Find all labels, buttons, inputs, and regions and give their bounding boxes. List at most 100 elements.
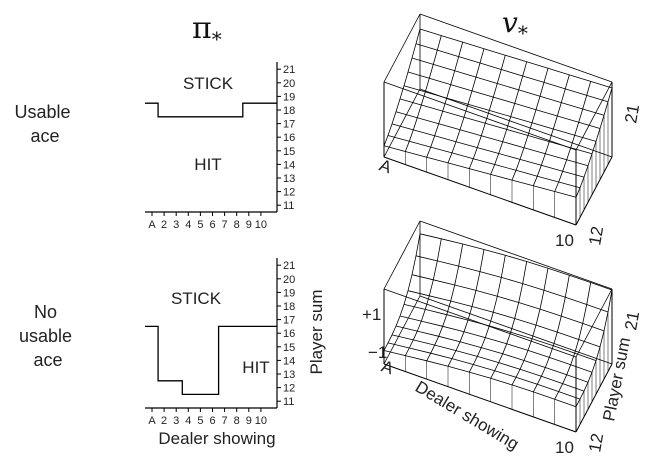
box-edge (419, 295, 613, 365)
surface-box (383, 13, 613, 226)
mesh-line-dealer (490, 261, 528, 379)
box-edge (419, 88, 613, 158)
mesh-line-player (403, 85, 597, 142)
mesh-line-player (399, 98, 593, 155)
dealer-tick-label: 4 (185, 415, 191, 427)
player-sum-tick-label: 21 (283, 64, 295, 76)
mesh-line-player (391, 334, 585, 392)
mesh-line-player (407, 290, 601, 348)
dealer-tick-label: 4 (185, 219, 191, 231)
value-surface-usable-ace: A 10 12 21 (377, 13, 643, 250)
dealer-tick-label: 2 (161, 219, 167, 231)
box-edge (383, 13, 421, 83)
corner-label-player-21: 21 (621, 103, 643, 125)
mesh-line-player (419, 28, 613, 89)
mesh-line-player (395, 325, 589, 383)
mesh-line-player (395, 111, 589, 167)
mesh-line-player (407, 71, 601, 129)
value-header: v* (502, 6, 528, 45)
player-sum-tick-label: 13 (283, 173, 295, 185)
player-sum-tick-label: 15 (283, 146, 295, 158)
mesh-line-player (387, 342, 581, 400)
box-edge (419, 13, 613, 83)
mesh-line-player (411, 57, 605, 116)
value-header-subscript: * (518, 21, 528, 45)
player-sum-tick-label: 11 (283, 396, 294, 408)
mesh-line-player (399, 315, 593, 373)
mesh-line-dealer (404, 238, 442, 356)
mesh-line-dealer (447, 249, 485, 367)
row-label-no-usable-ace: No usable ace (19, 302, 77, 370)
dealer-tick-label: A (148, 415, 156, 427)
dealer-tick-label: 10 (255, 219, 267, 231)
surface-mesh (383, 28, 613, 225)
mesh-line-player (387, 135, 581, 189)
dealer-showing-axis-label: Dealer showing (412, 377, 522, 454)
player-sum-tick-label: 20 (283, 274, 295, 286)
policy-header-subscript: * (212, 27, 222, 51)
surface-box (383, 220, 613, 433)
dealer-tick-label: 10 (255, 415, 267, 427)
player-sum-tick-label: 17 (283, 119, 295, 131)
box-edge (419, 220, 613, 290)
dealer-tick-label: 3 (173, 415, 179, 427)
player-sum-tick-label: 19 (283, 91, 295, 103)
policy-header: π* (192, 11, 222, 51)
mesh-line-player (391, 123, 585, 178)
player-sum-tick-label: 21 (283, 260, 295, 272)
mesh-line-dealer (554, 282, 592, 400)
mesh-line-dealer (575, 289, 613, 407)
player-sum-tick-label: 18 (283, 105, 295, 117)
stick-label: STICK (171, 289, 222, 308)
player-sum-tick-label: 11 (283, 200, 294, 212)
box-edge (383, 220, 421, 290)
hit-label: HIT (242, 358, 269, 377)
player-sum-tick-label: 20 (283, 78, 295, 90)
dealer-tick-label: 8 (234, 219, 240, 231)
mesh-line-dealer (490, 61, 528, 175)
dealer-tick-label: 6 (209, 219, 215, 231)
mesh-line-dealer (383, 233, 421, 351)
player-sum-tick-label: 12 (283, 383, 295, 395)
dealer-tick-label: 8 (234, 415, 240, 427)
box-edge (383, 81, 577, 151)
mesh-line-player (383, 350, 577, 408)
player-sum-tick-label: 12 (283, 187, 295, 199)
dealer-tick-label: 7 (222, 415, 228, 427)
box-edge (383, 156, 577, 226)
mesh-line-player (383, 145, 577, 198)
surface-mesh (383, 233, 613, 432)
corner-label-player-12: 12 (585, 432, 607, 454)
mesh-line-dealer (575, 87, 613, 198)
stick-label: STICK (183, 74, 234, 93)
box-edge (383, 295, 421, 365)
corner-label-dealer-10: 10 (555, 438, 574, 457)
mesh-line-dealer (426, 243, 464, 361)
corner-label-player-21: 21 (621, 310, 643, 332)
dealer-tick-label: 5 (197, 219, 203, 231)
dealer-showing-axis-label: Dealer showing (158, 429, 275, 448)
mesh-line-dealer (447, 48, 485, 164)
dealer-tick-label: 5 (197, 415, 203, 427)
player-sum-tick-label: 14 (283, 355, 295, 367)
mesh-line-dealer (468, 255, 506, 373)
player-sum-axis-label: Player sum (307, 289, 326, 374)
player-sum-tick-label: 13 (283, 369, 295, 381)
policy-boundary (145, 325, 277, 396)
policy-boundary (145, 102, 277, 118)
dealer-tick-label: A (148, 219, 156, 231)
box-edge (383, 88, 421, 158)
mesh-line-dealer (404, 35, 442, 152)
dealer-tick-label: 9 (246, 415, 252, 427)
corner-label-dealer-ace: A (377, 155, 395, 177)
mesh-line-player (411, 274, 605, 332)
corner-label-player-12: 12 (585, 225, 607, 247)
player-sum-tick-label: 17 (283, 315, 295, 327)
value-surface-no-usable-ace: +1 −1 A 10 12 21 Dealer showing Player s… (362, 220, 643, 457)
dealer-showing-ticks: A 2 3 4 5 6 7 8 9 10 (148, 408, 267, 427)
